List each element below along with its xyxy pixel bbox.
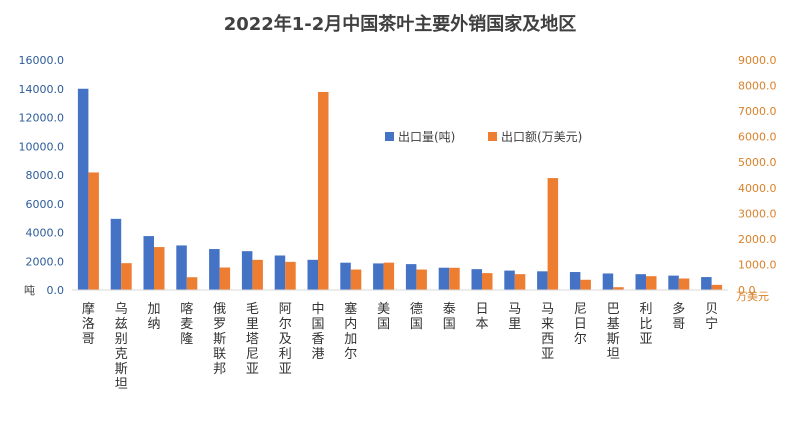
chart-title: 2022年1-2月中国茶叶主要外销国家及地区 [224, 13, 577, 35]
category-label: 多哥 [672, 301, 685, 332]
bar-export-value [547, 178, 559, 290]
bar-export-value [482, 273, 493, 290]
right-tick-label: 5000.0 [738, 156, 777, 169]
category-label: 喀麦隆 [180, 301, 193, 347]
bar-export-value [186, 277, 198, 290]
bar-export-volume [471, 269, 482, 290]
left-tick-label: 12000.0 [19, 112, 65, 125]
category-label: 塞内加尔 [344, 301, 357, 362]
bar-export-volume [241, 251, 253, 290]
bar-export-volume [110, 218, 122, 290]
bar-export-value [285, 261, 296, 290]
right-tick-label: 1000.0 [738, 258, 777, 271]
right-axis: 0.0 1000.0 2000.0 3000.0 4000.0 5000.0 6000.0 7… [738, 54, 777, 297]
category-label: 贝宁 [705, 302, 718, 332]
bar-export-value [154, 247, 165, 290]
left-tick-label: 16000.0 [19, 54, 65, 67]
bar-export-volume [537, 271, 548, 290]
legend-label-export-volume: 出口量(吨) [398, 130, 455, 144]
left-tick-label: 0.0 [47, 284, 65, 297]
category-label: 阿尔及利亚 [279, 302, 292, 377]
bar-export-value [580, 279, 591, 290]
category-label: 日本 [475, 302, 488, 332]
bar-export-volume [438, 267, 450, 290]
right-tick-label: 7000.0 [738, 105, 777, 118]
category-label: 俄罗斯联邦 [213, 302, 226, 377]
legend-swatch-export-value [488, 132, 497, 141]
category-label: 尼日尔 [574, 302, 587, 347]
left-tick-label: 6000.0 [26, 198, 65, 211]
right-tick-label: 4000.0 [738, 182, 777, 195]
bar-export-value [252, 259, 263, 290]
category-labels: 摩洛哥 乌兹别克斯坦 加纳 喀麦隆 俄罗斯联邦 毛里塔尼亚 阿尔及利亚 中国香港 塞内加尔 美国德… [82, 301, 718, 392]
category-label: 摩洛哥 [82, 301, 95, 347]
bar-export-volume [307, 259, 318, 290]
category-label: 泰国 [443, 302, 456, 332]
category-label: 美国 [377, 302, 390, 332]
bar-export-value [121, 263, 132, 290]
bar-export-value [350, 269, 362, 290]
bar-export-value [711, 284, 723, 290]
bar-export-volume [602, 273, 614, 290]
bar-export-value [514, 274, 526, 290]
category-label: 中国香港 [311, 302, 324, 362]
right-tick-label: 2000.0 [738, 233, 777, 246]
left-tick-label: 10000.0 [19, 140, 65, 153]
bar-export-volume [635, 274, 646, 290]
category-label: 德国 [410, 302, 423, 332]
bar-export-volume [176, 245, 187, 290]
category-label: 加纳 [147, 302, 160, 332]
right-tick-label: 3000.0 [738, 207, 777, 220]
category-label: 巴基斯坦 [607, 302, 620, 362]
category-label: 马里 [508, 302, 521, 332]
bar-export-volume [373, 263, 384, 290]
left-tick-label: 14000.0 [19, 83, 65, 96]
bar-export-volume [143, 236, 154, 290]
right-tick-label: 9000.0 [738, 54, 777, 67]
left-tick-label: 8000.0 [26, 169, 65, 182]
left-tick-label: 4000.0 [26, 227, 65, 240]
bar-export-volume [668, 275, 679, 290]
right-axis-unit: 万美元 [736, 290, 769, 303]
right-tick-label: 0.0 [738, 284, 756, 297]
left-axis: 0.0 2000.0 4000.0 6000.0 8000.0 10000.0 12000.… [19, 54, 65, 297]
bar-export-value [646, 276, 657, 290]
left-tick-label: 2000.0 [26, 255, 65, 268]
bar-export-volume [405, 264, 417, 290]
bar-export-value [416, 269, 427, 290]
right-tick-label: 6000.0 [738, 131, 777, 144]
bars-group [72, 88, 728, 291]
bar-export-value [219, 267, 231, 290]
bar-export-volume [569, 272, 581, 290]
legend-label-export-value: 出口额(万美元) [501, 130, 582, 144]
left-axis-unit: 吨 [24, 284, 35, 297]
category-label: 利比亚 [639, 302, 652, 347]
right-tick-label: 8000.0 [738, 80, 777, 93]
bar-export-volume [701, 277, 712, 290]
bar-export-value [318, 91, 329, 290]
bar-export-volume [340, 262, 351, 290]
category-label: 毛里塔尼亚 [246, 302, 259, 377]
bar-export-value [88, 172, 99, 290]
bar-export-value [383, 262, 395, 290]
bar-export-volume [504, 270, 515, 290]
bar-export-value [613, 287, 624, 290]
bar-export-value [449, 267, 460, 290]
bar-export-volume [274, 255, 286, 290]
legend-swatch-export-volume [385, 132, 394, 141]
category-label: 乌兹别克斯坦 [115, 301, 128, 392]
bar-export-value [678, 278, 690, 290]
bar-export-volume [77, 88, 89, 290]
bar-export-volume [209, 249, 220, 290]
legend: 出口量(吨) 出口额(万美元) [385, 130, 582, 144]
category-label: 马来西亚 [541, 302, 554, 362]
